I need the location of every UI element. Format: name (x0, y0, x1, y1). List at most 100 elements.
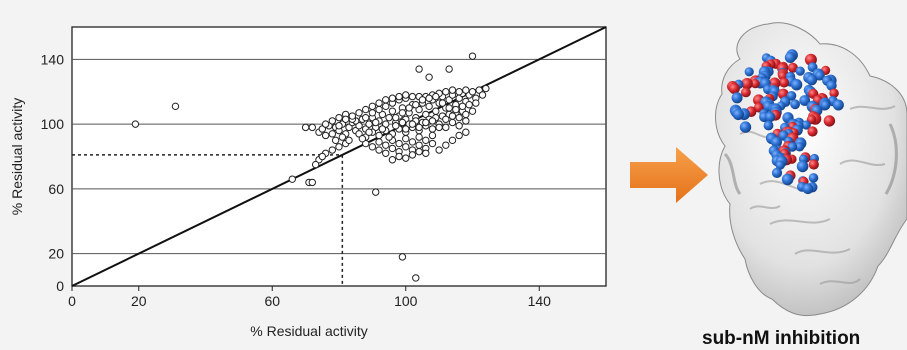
y-tick-label: 20 (48, 246, 64, 262)
data-point (442, 115, 450, 123)
data-point (428, 131, 437, 140)
data-point (378, 125, 387, 133)
data-point (372, 118, 380, 127)
data-point (328, 130, 337, 138)
data-point (385, 133, 393, 141)
data-point (402, 91, 410, 99)
atom (808, 159, 819, 170)
atom (771, 136, 782, 148)
data-point (422, 149, 430, 157)
atom (829, 88, 839, 98)
data-point (328, 117, 337, 125)
scatter-chart: 0 20 60 100 140 0 20 60 100 140 % Residual activit… (9, 26, 607, 339)
data-point (341, 115, 350, 123)
data-point (432, 107, 440, 115)
data-point (398, 253, 407, 261)
atom (808, 173, 819, 183)
data-point (422, 136, 430, 145)
data-point (415, 65, 423, 73)
data-point (365, 128, 373, 136)
data-point (321, 120, 330, 128)
data-point (482, 84, 490, 93)
atom (790, 99, 800, 110)
data-point (448, 118, 457, 127)
data-point (415, 133, 423, 141)
data-point (415, 147, 423, 156)
data-point (425, 94, 433, 102)
data-point (462, 86, 470, 94)
data-point (338, 133, 347, 141)
atom (731, 92, 743, 104)
data-point (442, 123, 450, 132)
data-point (335, 143, 343, 151)
y-tick-label: 60 (48, 181, 64, 197)
data-point (365, 120, 373, 128)
data-point (398, 109, 407, 117)
data-point (425, 102, 433, 111)
identity-line (71, 26, 607, 287)
data-point (442, 141, 450, 149)
atom (739, 121, 752, 133)
atom (775, 160, 785, 170)
data-point (468, 88, 477, 96)
data-point (445, 65, 453, 73)
y-axis-label: % Residual activity (9, 98, 25, 216)
x-tick-label: 0 (68, 293, 76, 309)
data-point (462, 110, 470, 119)
data-point (438, 99, 447, 107)
atom (823, 115, 836, 127)
atom (744, 67, 754, 77)
data-point (402, 125, 410, 133)
data-point (422, 118, 430, 127)
data-point (445, 104, 453, 112)
data-point (335, 113, 343, 122)
data-point (402, 134, 410, 143)
x-axis-label: % Residual activity (250, 323, 368, 339)
data-point (311, 160, 320, 169)
data-point (468, 52, 477, 60)
y-tick-label: 0 (56, 278, 64, 294)
data-point (402, 154, 410, 162)
data-point (458, 102, 467, 111)
data-point (432, 92, 440, 101)
data-point (435, 146, 443, 154)
data-point (301, 123, 310, 132)
data-point (331, 136, 340, 145)
data-point (428, 117, 437, 125)
data-point (412, 274, 420, 282)
data-point (318, 152, 327, 161)
atom (820, 100, 831, 110)
data-point (392, 122, 400, 130)
data-point (408, 138, 417, 146)
data-point (412, 101, 420, 109)
data-point (408, 120, 417, 128)
data-point (375, 105, 383, 114)
atom (763, 120, 774, 131)
data-point (328, 146, 337, 154)
data-point (455, 113, 463, 122)
data-point (402, 143, 410, 151)
data-point (425, 73, 433, 81)
data-point (388, 156, 397, 164)
data-point (368, 109, 377, 117)
atom (795, 66, 805, 76)
protein-structure-image (715, 22, 907, 317)
data-point (375, 138, 383, 146)
data-point (415, 141, 423, 149)
data-point (375, 99, 383, 107)
data-point (345, 136, 353, 145)
atom (741, 87, 751, 98)
atom (832, 99, 844, 111)
data-point (385, 113, 393, 122)
data-point (395, 139, 403, 148)
data-point (372, 188, 380, 196)
data-point (455, 88, 463, 96)
atom (779, 77, 789, 88)
data-point (405, 104, 413, 112)
y-tick-label: 100 (41, 116, 65, 132)
data-point (392, 113, 400, 122)
data-point (321, 131, 330, 140)
y-tick-label: 140 (41, 51, 65, 67)
data-point (448, 112, 457, 120)
